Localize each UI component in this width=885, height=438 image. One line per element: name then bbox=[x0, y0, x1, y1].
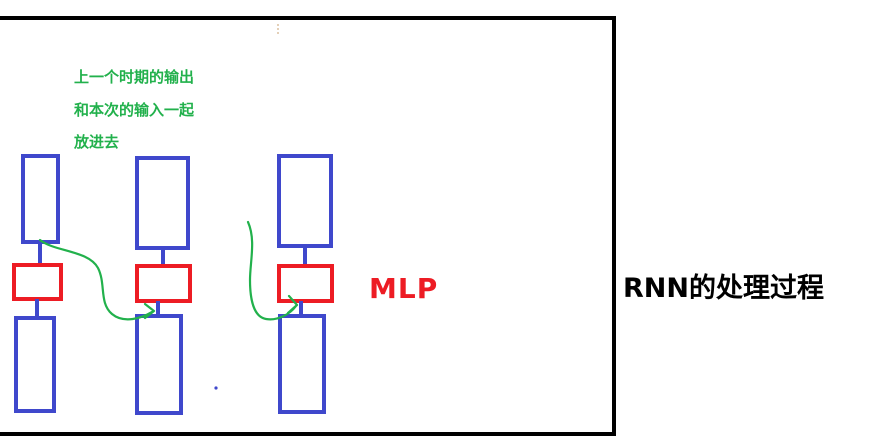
timestep-1 bbox=[12, 154, 63, 413]
mlp-label: MLP bbox=[369, 272, 439, 305]
annotation-line-3: 放进去 bbox=[74, 133, 120, 151]
mlp-box-3 bbox=[277, 264, 334, 303]
annotation-line-1: 上一个时期的输出 bbox=[74, 68, 195, 86]
timestep-3 bbox=[277, 154, 334, 414]
caption: RNN的处理过程 bbox=[623, 273, 824, 304]
input-box-1 bbox=[14, 316, 56, 413]
recurrent-arrow-2 bbox=[246, 220, 299, 321]
diagram-frame bbox=[0, 16, 616, 436]
mlp-box-1 bbox=[12, 263, 63, 301]
timestep-2 bbox=[135, 156, 192, 415]
stray-dot bbox=[214, 386, 218, 390]
input-box-3 bbox=[278, 314, 326, 414]
output-box-2 bbox=[135, 156, 190, 250]
input-box-2 bbox=[135, 314, 183, 415]
recurrent-arrow-1 bbox=[38, 238, 156, 321]
output-box-1 bbox=[21, 154, 60, 244]
annotation-line-2: 和本次的输入一起 bbox=[74, 101, 195, 119]
mlp-box-2 bbox=[135, 264, 192, 303]
output-box-3 bbox=[277, 154, 333, 248]
